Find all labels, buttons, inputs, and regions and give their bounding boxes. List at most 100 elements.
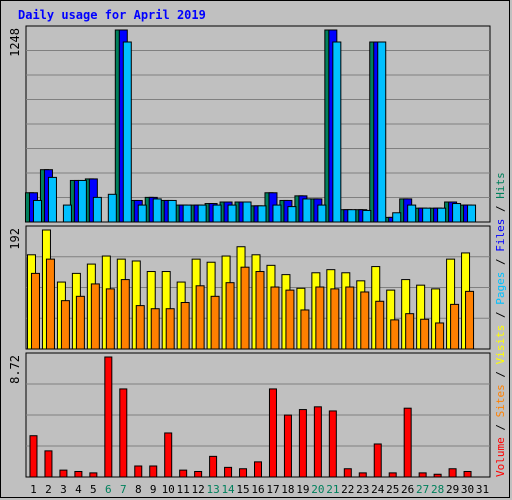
bar-volume-day-29 — [448, 468, 457, 478]
day-label-29: 29 — [446, 483, 459, 496]
legend-part-4: Visits — [494, 325, 507, 365]
legend-part-0: Volume — [494, 437, 507, 477]
bar-pages-day-20 — [317, 204, 327, 223]
bar-sites-day-29 — [450, 303, 460, 350]
legend-part-5: / — [494, 305, 507, 325]
bar-pages-day-30 — [467, 204, 477, 223]
bar-volume-day-22 — [343, 468, 352, 478]
bar-pages-day-12 — [197, 204, 207, 223]
bar-volume-day-10 — [164, 432, 173, 478]
bar-volume-day-9 — [149, 465, 158, 478]
day-label-12: 12 — [192, 483, 205, 496]
bar-volume-day-30 — [463, 470, 472, 478]
bar-volume-day-15 — [239, 468, 248, 478]
day-label-19: 19 — [296, 483, 309, 496]
bar-pages-day-13 — [212, 204, 222, 223]
bar-volume-day-13 — [209, 455, 218, 478]
day-label-3: 3 — [60, 483, 67, 496]
day-label-13: 13 — [206, 483, 219, 496]
day-label-10: 10 — [162, 483, 175, 496]
legend-part-9: / — [494, 199, 507, 219]
day-label-5: 5 — [90, 483, 97, 496]
bar-pages-day-24 — [377, 41, 387, 223]
bar-sites-day-9 — [150, 308, 160, 350]
series-legend: Volume / Sites / Visits / Pages / Files … — [494, 172, 507, 477]
bar-sites-day-20 — [315, 286, 325, 350]
legend-part-3: / — [494, 364, 507, 384]
bar-sites-day-5 — [90, 283, 100, 350]
bar-volume-day-27 — [418, 472, 427, 478]
bar-sites-day-22 — [345, 286, 355, 350]
bar-pages-day-23 — [362, 209, 372, 223]
bar-pages-day-21 — [332, 41, 342, 223]
bar-volume-day-17 — [268, 388, 277, 478]
day-label-21: 21 — [326, 483, 339, 496]
bar-volume-day-21 — [328, 410, 337, 478]
bar-volume-day-3 — [59, 469, 68, 478]
bar-pages-day-29 — [452, 203, 462, 223]
bar-sites-day-8 — [135, 305, 145, 350]
day-label-6: 6 — [105, 483, 112, 496]
bar-sites-day-2 — [45, 258, 55, 350]
bar-volume-day-1 — [29, 435, 38, 478]
day-label-11: 11 — [177, 483, 190, 496]
legend-part-8: Files — [494, 219, 507, 252]
day-label-27: 27 — [416, 483, 429, 496]
y-max-label-hits-files-pages: 1248 — [8, 28, 22, 57]
bar-pages-day-25 — [392, 212, 402, 223]
bar-sites-day-1 — [30, 272, 40, 350]
chart-title: Daily usage for April 2019 — [18, 8, 206, 22]
day-label-17: 17 — [266, 483, 279, 496]
bar-pages-day-27 — [422, 207, 432, 223]
day-label-4: 4 — [75, 483, 82, 496]
legend-part-10: Hits — [494, 172, 507, 199]
day-label-26: 26 — [401, 483, 414, 496]
day-label-18: 18 — [281, 483, 294, 496]
bar-pages-day-2 — [47, 176, 57, 223]
day-label-15: 15 — [236, 483, 249, 496]
legend-part-7: / — [494, 252, 507, 272]
bar-sites-day-18 — [285, 289, 295, 350]
bar-volume-day-19 — [298, 409, 307, 478]
bar-sites-day-13 — [210, 295, 220, 350]
bar-sites-day-4 — [75, 295, 85, 350]
day-label-14: 14 — [221, 483, 235, 496]
bar-sites-day-19 — [300, 309, 310, 350]
day-label-23: 23 — [356, 483, 369, 496]
bar-sites-day-23 — [360, 291, 370, 350]
bar-pages-day-14 — [227, 204, 237, 223]
bar-pages-day-18 — [287, 206, 297, 223]
bar-sites-day-26 — [405, 313, 415, 350]
bar-volume-day-25 — [388, 472, 397, 478]
bar-volume-day-5 — [89, 472, 98, 478]
day-label-28: 28 — [431, 483, 444, 496]
bar-sites-day-17 — [270, 286, 280, 350]
bar-volume-day-23 — [358, 472, 367, 478]
day-label-30: 30 — [461, 483, 474, 496]
day-label-8: 8 — [135, 483, 142, 496]
bar-pages-day-9 — [152, 198, 162, 223]
bar-sites-day-30 — [465, 290, 475, 350]
bar-sites-day-25 — [390, 319, 400, 350]
bar-pages-day-19 — [302, 198, 312, 223]
bar-pages-day-28 — [437, 207, 447, 223]
bar-volume-day-4 — [74, 470, 83, 478]
bar-sites-day-15 — [240, 266, 250, 350]
legend-part-1: / — [494, 417, 507, 437]
bar-pages-day-11 — [182, 204, 192, 223]
bar-volume-day-16 — [254, 461, 262, 478]
bar-sites-day-16 — [255, 271, 265, 350]
bar-volume-day-14 — [224, 466, 233, 478]
day-label-7: 7 — [120, 483, 127, 496]
day-label-20: 20 — [311, 483, 324, 496]
bar-pages-day-7 — [122, 41, 132, 223]
bar-volume-day-18 — [283, 414, 292, 478]
day-label-24: 24 — [371, 483, 385, 496]
bar-sites-day-14 — [225, 282, 235, 350]
bar-pages-day-16 — [257, 205, 267, 223]
day-label-1: 1 — [30, 483, 37, 496]
bar-volume-day-24 — [373, 443, 382, 478]
bar-volume-day-26 — [403, 407, 412, 478]
